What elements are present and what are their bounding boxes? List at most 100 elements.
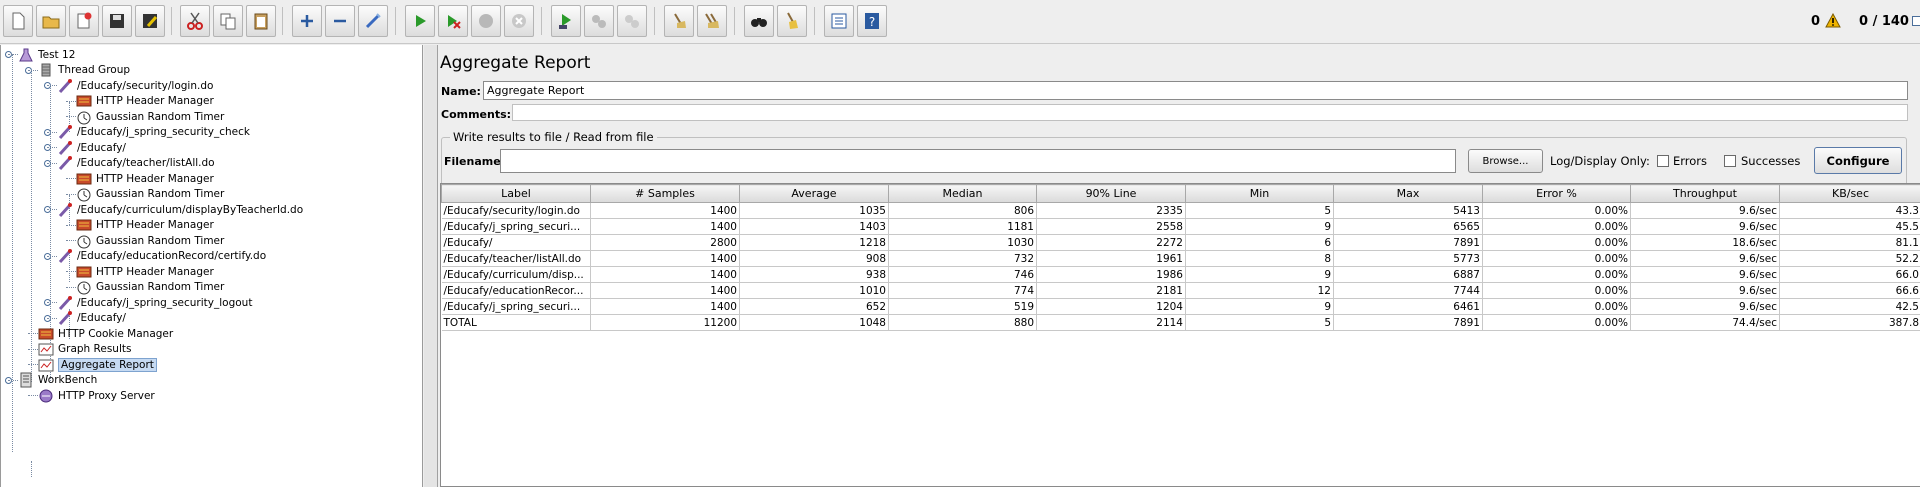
table-cell: 519 — [888, 298, 1037, 315]
table-cell: 7891 — [1333, 314, 1483, 331]
tree-node[interactable]: /Educafy/j_spring_security_check — [57, 124, 250, 141]
timer-icon — [76, 279, 92, 295]
tree-node[interactable]: /Educafy/ — [57, 139, 126, 156]
tree-node[interactable]: Test 12 — [18, 46, 75, 63]
tree-node[interactable]: Thread Group — [38, 62, 130, 79]
tree-node[interactable]: HTTP Header Manager — [76, 93, 214, 110]
templates-button[interactable] — [36, 5, 66, 37]
column-header[interactable]: Average — [739, 184, 889, 203]
tree-node[interactable]: Aggregate Report — [38, 356, 157, 373]
panel-splitter[interactable] — [424, 45, 438, 487]
tree-node[interactable]: /Educafy/curriculum/displayByTeacherId.d… — [57, 201, 303, 218]
tree-node[interactable]: Gaussian Random Timer — [76, 186, 224, 203]
expand-all-button[interactable] — [292, 5, 322, 37]
table-cell: 1400 — [590, 298, 740, 315]
table-row[interactable]: /Educafy/security/login.do 1400 1035 806 233… — [441, 202, 1920, 219]
table-cell: 1030 — [888, 234, 1037, 251]
table-cell: 5 — [1185, 202, 1334, 219]
tree-node[interactable]: /Educafy/security/login.do — [57, 77, 213, 94]
comments-field[interactable] — [512, 104, 1908, 121]
tree-node-label: HTTP Header Manager — [96, 172, 214, 185]
table-row[interactable]: /Educafy/educationRecor... 1400 1010 774 218… — [441, 282, 1920, 299]
clear-all-button[interactable] — [697, 5, 727, 37]
table-cell: /Educafy/j_spring_securi... — [441, 218, 591, 235]
collapse-all-button[interactable] — [325, 5, 355, 37]
table-cell: 1400 — [590, 266, 740, 283]
test-plan-tree[interactable]: Test 12 Thread Group/Educafy/security/log… — [0, 45, 423, 487]
column-header[interactable]: Median — [888, 184, 1037, 203]
start-no-timers-button[interactable] — [438, 5, 468, 37]
help-button[interactable]: ? — [857, 5, 887, 37]
table-row[interactable]: TOTAL 11200 1048 880 2114 5 7891 0.00% 74.4/sec 3… — [441, 314, 1920, 331]
table-cell: 5413 — [1333, 202, 1483, 219]
timer-icon — [76, 109, 92, 125]
table-cell: 6461 — [1333, 298, 1483, 315]
results-table-container[interactable]: Label # Samples Average Median 90% Line Min Ma… — [440, 183, 1920, 487]
tree-node-label: Gaussian Random Timer — [96, 234, 225, 247]
column-header[interactable]: # Samples — [590, 184, 740, 203]
column-header[interactable]: Min — [1185, 184, 1334, 203]
table-cell: 12 — [1185, 282, 1334, 299]
tree-node[interactable]: HTTP Header Manager — [76, 170, 214, 187]
tree-node-label: /Educafy/teacher/listAll.do — [77, 157, 215, 169]
table-row[interactable]: /Educafy/teacher/listAll.do 1400 908 732 196… — [441, 250, 1920, 267]
column-header[interactable]: Max — [1333, 184, 1483, 203]
tree-node[interactable]: HTTP Header Manager — [76, 217, 214, 234]
start-button[interactable] — [405, 5, 435, 37]
errors-checkbox[interactable] — [1657, 155, 1669, 167]
save-button[interactable] — [102, 5, 132, 37]
table-cell: 9.6/sec — [1630, 266, 1780, 283]
table-row[interactable]: /Educafy/j_spring_securi... 1400 1403 1181 2… — [441, 218, 1920, 235]
config-icon — [76, 93, 92, 109]
tree-node[interactable]: /Educafy/educationRecord/certify.do — [57, 248, 266, 265]
tree-node[interactable]: Gaussian Random Timer — [76, 108, 224, 125]
remote-stop-button[interactable] — [584, 5, 614, 37]
table-cell: 1035 — [739, 202, 889, 219]
remote-start-button[interactable] — [551, 5, 581, 37]
configure-button[interactable]: Configure — [1814, 147, 1902, 174]
toggle-button[interactable] — [358, 5, 388, 37]
tree-node[interactable]: HTTP Header Manager — [76, 263, 214, 280]
broom-icon — [787, 12, 798, 29]
successes-checkbox[interactable] — [1724, 155, 1736, 167]
stop-icon — [479, 14, 493, 28]
clear-button[interactable] — [664, 5, 694, 37]
tree-node[interactable]: HTTP Cookie Manager — [38, 325, 173, 342]
table-cell: 0.00% — [1482, 218, 1631, 235]
table-cell: 9.6/sec — [1630, 202, 1780, 219]
tree-node[interactable]: Gaussian Random Timer — [76, 279, 224, 296]
proxy-icon — [38, 388, 54, 404]
name-field[interactable]: Aggregate Report — [483, 81, 1908, 100]
paste-button[interactable] — [246, 5, 276, 37]
warning-icon[interactable] — [1825, 13, 1841, 28]
tree-node[interactable]: HTTP Proxy Server — [38, 387, 155, 404]
tree-node[interactable]: Graph Results — [38, 341, 131, 358]
table-row[interactable]: /Educafy/curriculum/disp... 1400 938 746 198… — [441, 266, 1920, 283]
tree-node[interactable]: WorkBench — [18, 372, 97, 389]
column-header[interactable]: KB/sec — [1779, 184, 1920, 203]
sampler-icon — [57, 124, 73, 140]
tree-node[interactable]: /Educafy/teacher/listAll.do — [57, 155, 215, 172]
column-header[interactable]: Label — [441, 184, 591, 203]
column-header[interactable]: 90% Line — [1036, 184, 1186, 203]
tree-node[interactable]: Gaussian Random Timer — [76, 232, 224, 249]
tree-node[interactable]: /Educafy/j_spring_security_logout — [57, 294, 252, 311]
column-header[interactable]: Throughput — [1630, 184, 1780, 203]
column-header[interactable]: Error % — [1482, 184, 1631, 203]
stop-button[interactable] — [471, 5, 501, 37]
search-button[interactable] — [744, 5, 774, 37]
filename-input[interactable] — [500, 149, 1456, 173]
save-as-button[interactable] — [135, 5, 165, 37]
shutdown-button[interactable] — [504, 5, 534, 37]
browse-button[interactable]: Browse... — [1468, 149, 1543, 173]
new-button[interactable] — [3, 5, 33, 37]
copy-button[interactable] — [213, 5, 243, 37]
table-row[interactable]: /Educafy/j_spring_securi... 1400 652 519 120… — [441, 298, 1920, 315]
table-row[interactable]: /Educafy/2800 1218 1030 2272 6 7891 0.00% 18.6/… — [441, 234, 1920, 251]
cut-button[interactable] — [180, 5, 210, 37]
function-helper-button[interactable] — [824, 5, 854, 37]
remote-shutdown-button[interactable] — [617, 5, 647, 37]
open-button[interactable] — [69, 5, 99, 37]
tree-node[interactable]: /Educafy/ — [57, 310, 126, 327]
reset-search-button[interactable] — [777, 5, 807, 37]
